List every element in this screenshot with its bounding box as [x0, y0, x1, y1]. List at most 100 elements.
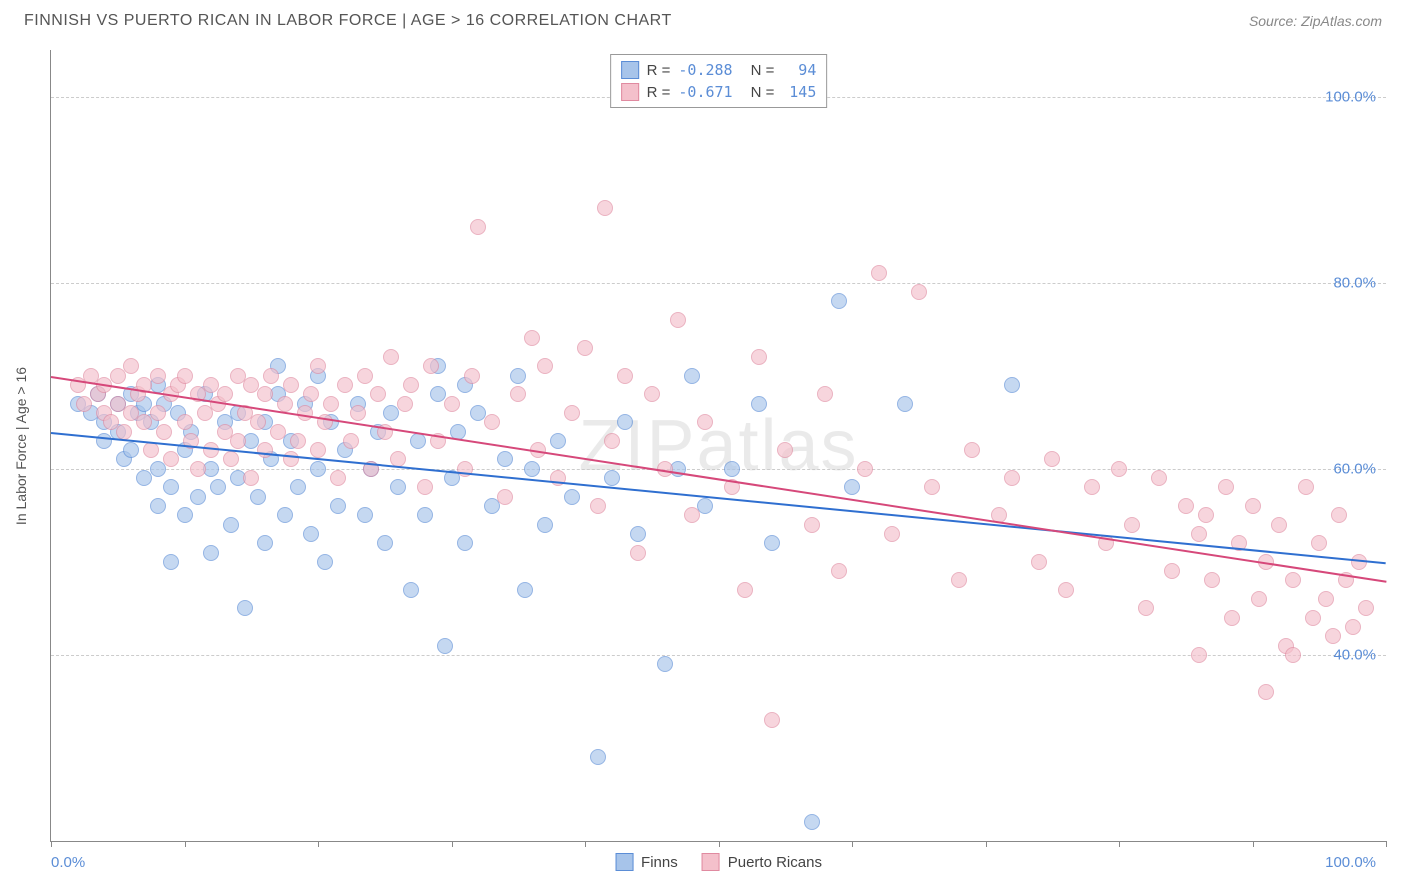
data-point: [257, 442, 273, 458]
data-point: [884, 526, 900, 542]
data-point: [1151, 470, 1167, 486]
data-point: [604, 470, 620, 486]
data-point: [150, 405, 166, 421]
data-point: [357, 368, 373, 384]
data-point: [1345, 619, 1361, 635]
data-point: [724, 461, 740, 477]
stat-n-value: 145: [782, 83, 816, 101]
data-point: [597, 200, 613, 216]
data-point: [697, 414, 713, 430]
data-point: [1198, 507, 1214, 523]
data-point: [1298, 479, 1314, 495]
data-point: [1224, 610, 1240, 626]
data-point: [1044, 451, 1060, 467]
data-point: [1111, 461, 1127, 477]
data-point: [510, 386, 526, 402]
data-point: [1004, 377, 1020, 393]
data-point: [310, 358, 326, 374]
x-tick: [585, 841, 586, 847]
data-point: [1251, 591, 1267, 607]
data-point: [590, 749, 606, 765]
data-point: [657, 656, 673, 672]
data-point: [577, 340, 593, 356]
data-point: [497, 489, 513, 505]
data-point: [217, 386, 233, 402]
x-tick: [318, 841, 319, 847]
x-tick: [452, 841, 453, 847]
legend-item: Finns: [615, 853, 678, 871]
gridline: [51, 283, 1386, 284]
data-point: [817, 386, 833, 402]
data-point: [257, 386, 273, 402]
x-tick: [852, 841, 853, 847]
data-point: [403, 582, 419, 598]
data-point: [1178, 498, 1194, 514]
data-point: [857, 461, 873, 477]
data-point: [397, 396, 413, 412]
data-point: [670, 312, 686, 328]
data-point: [190, 489, 206, 505]
x-tick: [1253, 841, 1254, 847]
data-point: [751, 349, 767, 365]
data-point: [257, 535, 273, 551]
data-point: [590, 498, 606, 514]
data-point: [303, 386, 319, 402]
data-point: [1004, 470, 1020, 486]
data-point: [250, 414, 266, 430]
legend-stat-row: R =-0.288N =94: [621, 59, 817, 81]
data-point: [1358, 600, 1374, 616]
data-point: [1245, 498, 1261, 514]
x-min-label: 0.0%: [51, 854, 85, 871]
data-point: [924, 479, 940, 495]
chart-container: ZIPatlas 40.0%60.0%80.0%100.0% In Labor …: [50, 50, 1386, 842]
data-point: [277, 396, 293, 412]
legend-label: Puerto Ricans: [728, 854, 822, 871]
data-point: [390, 479, 406, 495]
data-point: [1318, 591, 1334, 607]
data-point: [444, 396, 460, 412]
data-point: [163, 554, 179, 570]
y-tick-label: 80.0%: [1333, 274, 1376, 291]
data-point: [604, 433, 620, 449]
data-point: [524, 461, 540, 477]
stat-n-label: N =: [751, 84, 775, 101]
data-point: [297, 405, 313, 421]
data-point: [290, 479, 306, 495]
legend-label: Finns: [641, 854, 678, 871]
data-point: [777, 442, 793, 458]
legend-stats: R =-0.288N =94R =-0.671N =145: [610, 54, 828, 108]
legend-item: Puerto Ricans: [702, 853, 822, 871]
data-point: [1031, 554, 1047, 570]
data-point: [357, 507, 373, 523]
data-point: [617, 414, 633, 430]
data-point: [1084, 479, 1100, 495]
stat-r-label: R =: [647, 84, 671, 101]
data-point: [350, 405, 366, 421]
data-point: [897, 396, 913, 412]
data-point: [377, 535, 393, 551]
data-point: [764, 712, 780, 728]
data-point: [497, 451, 513, 467]
y-tick-label: 60.0%: [1333, 460, 1376, 477]
data-point: [156, 424, 172, 440]
data-point: [123, 442, 139, 458]
data-point: [190, 461, 206, 477]
data-point: [804, 517, 820, 533]
data-point: [150, 368, 166, 384]
data-point: [871, 265, 887, 281]
legend-swatch: [621, 61, 639, 79]
chart-title: FINNISH VS PUERTO RICAN IN LABOR FORCE |…: [24, 12, 672, 30]
data-point: [464, 368, 480, 384]
chart-source: Source: ZipAtlas.com: [1249, 13, 1382, 29]
data-point: [1311, 535, 1327, 551]
data-point: [1124, 517, 1140, 533]
data-point: [177, 507, 193, 523]
data-point: [1325, 628, 1341, 644]
stat-r-label: R =: [647, 62, 671, 79]
data-point: [470, 219, 486, 235]
data-point: [1191, 526, 1207, 542]
stat-r-value: -0.671: [678, 83, 732, 101]
legend-series: Finns Puerto Ricans: [615, 853, 822, 871]
data-point: [437, 638, 453, 654]
stat-n-label: N =: [751, 62, 775, 79]
